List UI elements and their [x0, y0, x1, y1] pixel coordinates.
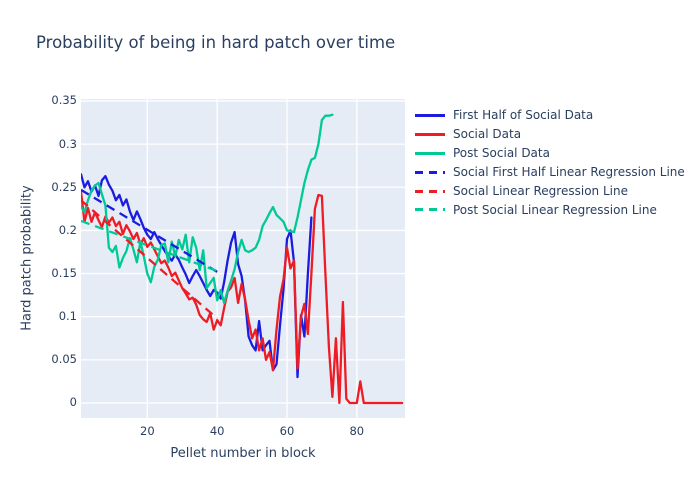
legend-item-5[interactable]: Post Social Linear Regression Line — [415, 200, 685, 219]
x-tick-label: 80 — [349, 424, 365, 438]
series-line-0 — [81, 173, 313, 379]
y-tick-label: 0.05 — [51, 352, 77, 367]
legend-label: Post Social Linear Regression Line — [453, 202, 657, 217]
legend-line-sample — [415, 170, 445, 174]
legend-line-sample — [415, 151, 445, 155]
y-tick-label: 0 — [69, 395, 77, 410]
y-tick-label: 0.15 — [51, 266, 77, 281]
legend-line-sample — [415, 113, 445, 117]
y-axis-title: Hard patch probability — [19, 185, 35, 331]
legend-label: Social First Half Linear Regression Line — [453, 165, 685, 180]
chart-canvas — [81, 99, 405, 418]
legend-item-0[interactable]: First Half of Social Data — [415, 106, 685, 125]
legend-item-3[interactable]: Social First Half Linear Regression Line — [415, 163, 685, 182]
series-line-1 — [81, 190, 404, 405]
x-axis-title: Pellet number in block — [170, 446, 316, 461]
legend-item-2[interactable]: Post Social Data — [415, 144, 685, 163]
series-line-2 — [81, 113, 334, 305]
legend: First Half of Social Data Social Data Post… — [415, 106, 685, 219]
y-tick-label: 0.1 — [58, 309, 77, 324]
legend-item-1[interactable]: Social Data — [415, 125, 685, 144]
y-tick-label: 0.3 — [58, 136, 77, 151]
x-tick-label: 40 — [209, 424, 225, 438]
x-tick-label: 60 — [279, 424, 295, 438]
x-tick-label: 20 — [140, 424, 155, 438]
y-tick-label: 0.25 — [51, 179, 77, 194]
legend-line-sample — [415, 132, 445, 136]
legend-label: First Half of Social Data — [453, 108, 594, 123]
legend-label: Social Linear Regression Line — [453, 184, 628, 198]
regression-line-4 — [81, 199, 218, 320]
legend-item-4[interactable]: Social Linear Regression Line — [415, 182, 685, 201]
regression-line-3 — [81, 188, 218, 273]
chart-title: Probability of being in hard patch over … — [36, 33, 396, 52]
legend-line-sample — [415, 189, 445, 193]
y-tick-label: 0.2 — [58, 222, 77, 237]
legend-label: Social Data — [453, 127, 522, 142]
plot-area[interactable] — [81, 99, 405, 418]
regression-line-5 — [81, 219, 218, 273]
legend-line-sample — [415, 208, 445, 212]
legend-label: Post Social Data — [453, 146, 550, 161]
y-tick-label: 0.35 — [51, 93, 77, 108]
